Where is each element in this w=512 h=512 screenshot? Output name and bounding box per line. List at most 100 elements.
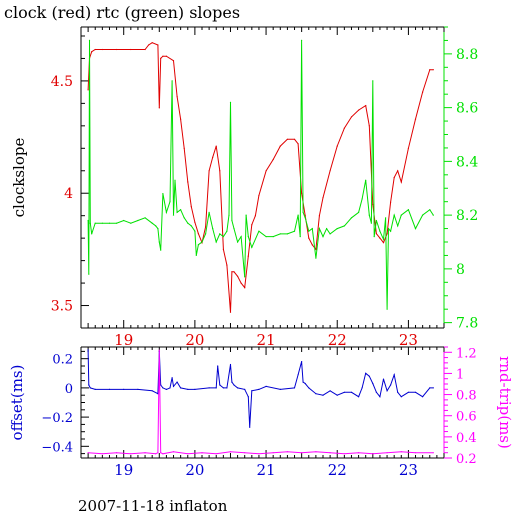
data-point [244, 287, 246, 289]
data-point [215, 241, 217, 243]
data-point [94, 222, 96, 224]
data-point [318, 215, 320, 217]
data-point [386, 308, 388, 310]
data-point [231, 381, 233, 383]
data-point [195, 254, 197, 256]
data-point [429, 387, 431, 389]
data-point [215, 453, 217, 455]
data-point [297, 374, 299, 376]
y-tick-label-left: 3.5 [51, 299, 73, 315]
data-point [87, 89, 89, 91]
data-point [116, 222, 118, 224]
data-point [155, 453, 157, 455]
data-point [229, 451, 232, 453]
y-axis-label-left: offset(ms) [8, 365, 26, 441]
data-point [390, 201, 392, 203]
data-point [343, 127, 345, 129]
data-point [302, 381, 304, 383]
data-point [368, 125, 370, 127]
data-point [382, 242, 385, 244]
data-point [171, 80, 173, 82]
data-point [429, 69, 431, 71]
data-point [208, 170, 210, 172]
data-point [375, 219, 377, 222]
data-point [130, 453, 132, 455]
data-point [231, 219, 233, 222]
x-tick-label: 22 [328, 461, 347, 479]
data-point [91, 233, 93, 235]
data-point [258, 453, 260, 455]
data-point [322, 236, 324, 238]
data-point [101, 222, 103, 224]
data-point [87, 219, 89, 222]
data-point [422, 91, 424, 93]
data-point [219, 384, 221, 386]
data-point [190, 225, 192, 227]
y-tick-label-right: 0.4 [456, 431, 477, 446]
x-tick-label: 23 [399, 461, 418, 479]
y-tick-label-right: 1 [456, 367, 464, 382]
y-tick-label-right: 0.8 [456, 389, 477, 404]
data-point [245, 214, 247, 216]
x-tick-label: 20 [185, 331, 204, 349]
data-point [176, 211, 178, 213]
data-point [157, 44, 159, 46]
data-point [130, 48, 132, 51]
data-point [215, 387, 217, 389]
data-point [160, 384, 162, 386]
data-point [88, 39, 91, 42]
y-tick-label-left: 0 [65, 382, 73, 397]
data-point [343, 225, 345, 227]
data-point [407, 391, 409, 393]
data-point [326, 228, 328, 230]
data-point [414, 391, 417, 393]
data-point [155, 225, 157, 227]
data-point [407, 209, 409, 211]
data-point [201, 452, 203, 454]
data-point [197, 244, 199, 246]
data-point [101, 453, 103, 455]
data-point [297, 143, 299, 145]
data-point [148, 44, 150, 46]
data-point [222, 387, 224, 389]
data-point [229, 311, 232, 313]
y-tick-label-right: 8 [456, 262, 465, 278]
x-tick-label: 22 [328, 331, 347, 349]
data-point [293, 387, 296, 389]
data-point [101, 48, 103, 51]
data-point [157, 452, 159, 454]
data-point [432, 69, 434, 71]
data-point [304, 382, 306, 385]
data-point [87, 452, 89, 454]
data-point [217, 365, 219, 367]
y-tick-label-right: 0.2 [456, 452, 477, 467]
x-tick-label: 23 [399, 331, 418, 349]
data-point [372, 382, 374, 385]
data-point [372, 453, 374, 455]
data-point [400, 214, 402, 216]
data-point [157, 393, 159, 395]
y-tick-label-right: 8.8 [456, 47, 478, 63]
data-point [172, 60, 175, 62]
top-panel: 19 20 21 22 23 3.5 4 4.5 7.8 8 8.2 8.4 8.6 8.8 clocksl… [10, 26, 478, 349]
data-point [180, 209, 182, 211]
data-point [308, 237, 310, 239]
data-point [375, 391, 377, 393]
data-point [165, 55, 167, 57]
data-point [160, 249, 162, 251]
data-point [429, 209, 431, 211]
data-point [88, 273, 90, 275]
data-point [94, 48, 96, 51]
data-point [123, 219, 125, 222]
data-point [372, 203, 374, 206]
data-point [169, 201, 171, 203]
series-offset-line [87, 349, 434, 428]
data-point [254, 215, 256, 217]
data-point [158, 349, 160, 351]
footer-label: 2007-11-18 inflaton [78, 497, 228, 512]
data-point [137, 388, 139, 390]
data-point [116, 452, 118, 454]
x-tick-label: 19 [114, 331, 133, 349]
data-point [361, 387, 363, 389]
